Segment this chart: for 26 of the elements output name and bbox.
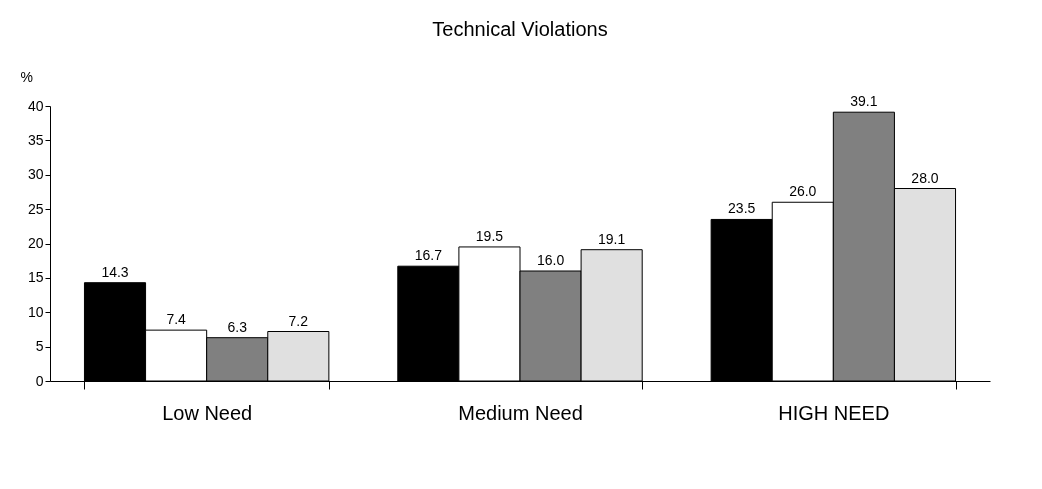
y-tick-label: 35 (27, 131, 44, 148)
y-tick-label: 40 (27, 97, 44, 114)
data-label: 28.0 (911, 169, 939, 186)
data-label: 19.5 (475, 227, 504, 244)
x-tick-label: Low Need (162, 401, 253, 424)
x-tick-label: Medium Need (458, 401, 583, 424)
data-label: 6.3 (227, 318, 248, 335)
data-label: 16.7 (414, 247, 443, 264)
y-tick-label: 10 (27, 303, 44, 320)
y-tick-label: 15 (27, 269, 44, 286)
data-label: 7.4 (166, 311, 187, 328)
data-label: 14.3 (101, 263, 129, 280)
data-label: 26.0 (789, 183, 817, 200)
data-label: 7.2 (288, 312, 309, 329)
y-tick-label: 20 (27, 235, 44, 251)
chart-title: Technical Violations (432, 18, 608, 40)
data-label: 19.1 (598, 230, 626, 247)
data-label: 23.5 (728, 200, 756, 217)
y-axis-title: % (20, 68, 33, 85)
data-label: 39.1 (850, 93, 878, 110)
y-tick-label: 25 (27, 200, 44, 217)
y-tick-label: 30 (27, 166, 44, 183)
y-tick-label: 5 (35, 338, 44, 355)
data-label: 16.0 (536, 252, 565, 268)
x-tick-label: HIGH NEED (778, 401, 890, 424)
y-tick-label: 0 (35, 372, 44, 389)
